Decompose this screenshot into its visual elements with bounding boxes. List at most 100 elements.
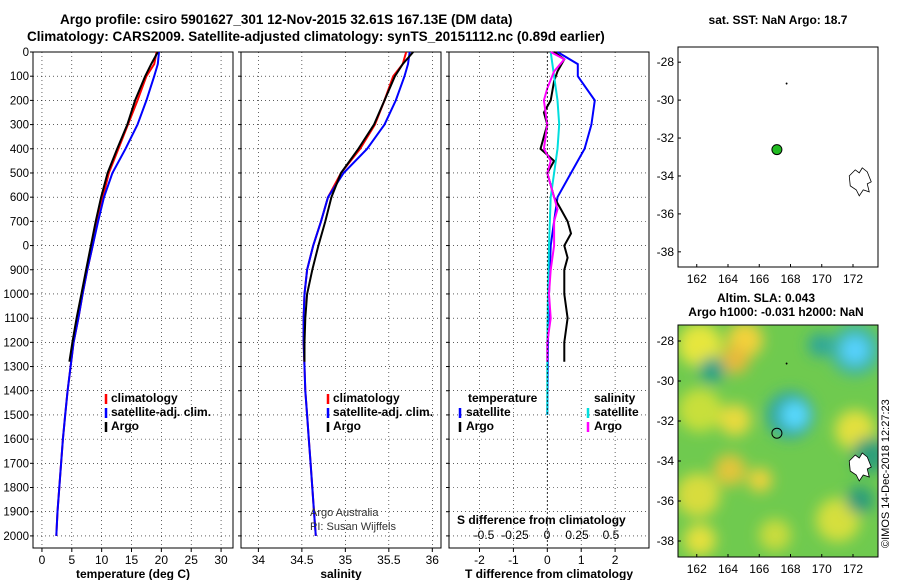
- altimetry-map: 162 164 166 168 170 172 -28 -30 -32 -34 -36 -38 • Alt…: [657, 291, 879, 576]
- temperature-panel: 0 5 10 15 20 25 300100200300400500600700090010…: [3, 47, 234, 580]
- y-tick-label: -34: [657, 169, 675, 183]
- y-tick-label: 600: [10, 192, 29, 204]
- top-tick-label: 0.5: [603, 528, 620, 542]
- y-tick-label: -38: [657, 534, 675, 548]
- sla-blob: [816, 498, 860, 542]
- y-tick-label: 1900: [3, 507, 29, 519]
- sla-blob: [699, 357, 725, 383]
- y-tick-label: -28: [657, 334, 675, 348]
- x-tick-label: 35.5: [377, 553, 401, 567]
- map-frame: [677, 324, 879, 558]
- top-tick-label: -0.25: [501, 528, 529, 542]
- x-tick-label: 30: [214, 553, 228, 567]
- map-frame: [677, 46, 879, 268]
- x-tick-label: 162: [687, 562, 707, 576]
- sla-blob: [781, 401, 809, 429]
- y-tick-label: 0: [23, 241, 29, 253]
- series-line-argo: [68, 51, 159, 362]
- y-tick-label: 2000: [3, 531, 29, 543]
- series-line-argo: [303, 51, 414, 362]
- credit-line-2: PI: Susan Wijffels: [310, 521, 396, 533]
- x-tick-label: 34.5: [290, 553, 314, 567]
- argo-position-marker: [771, 427, 783, 439]
- x-tick-label: 2: [612, 553, 619, 567]
- series-line-satellite-adj-clim-: [302, 51, 411, 536]
- y-tick-label: 0: [23, 47, 29, 59]
- sla-blob: [846, 486, 874, 514]
- x-tick-label: 170: [812, 562, 832, 576]
- argo-position-marker: [771, 144, 783, 156]
- altimetry-map-subtitle: Argo h1000: -0.031 h2000: NaN: [688, 305, 863, 319]
- salinity-panel: 34 34.5 35 35.5 36 salinity climatologysatelli…: [238, 51, 442, 580]
- top-tick-label: 0.25: [565, 528, 589, 542]
- y-tick-label: -32: [657, 131, 675, 145]
- coastline: [848, 452, 872, 482]
- x-tick-label: 25: [185, 553, 199, 567]
- y-tick-label: 1600: [3, 434, 29, 446]
- legend-label: Argo: [466, 419, 494, 433]
- y-tick-label: 1700: [3, 458, 29, 470]
- y-tick-label: 1300: [3, 362, 29, 374]
- y-tick-label: 1800: [3, 483, 29, 495]
- y-tick-label: -34: [657, 454, 675, 468]
- sla-blob: [678, 473, 720, 517]
- legend-heading-temperature: temperature: [468, 391, 538, 405]
- y-tick-label: 400: [10, 144, 29, 156]
- x-tick-label: 1: [578, 553, 585, 567]
- legend-label: climatology: [333, 391, 400, 405]
- x-tick-label: 164: [718, 562, 738, 576]
- x-tick-label: 162: [687, 272, 707, 286]
- y-tick-label: 1100: [4, 313, 29, 325]
- y-tick-label: -32: [657, 414, 675, 428]
- sst-map-title: sat. SST: NaN Argo: 18.7: [709, 13, 848, 27]
- y-tick-label: 1200: [3, 337, 29, 349]
- sla-field: [678, 325, 878, 557]
- legend-label: Argo: [333, 419, 361, 433]
- x-axis-label: salinity: [320, 567, 362, 580]
- y-tick-label: 100: [10, 71, 29, 83]
- difference-panel: -2 -1 0 1 2T difference from climatology temp…: [446, 51, 650, 580]
- legend-label: Argo: [111, 419, 139, 433]
- sst-map: 162 164 166 168 170 172 -28 -30 -32 -34 -36 -38 • sat…: [657, 13, 879, 286]
- legend-label: satellite-adj. clim.: [333, 405, 433, 419]
- series-line-climatology: [302, 51, 408, 536]
- sla-blob: [714, 454, 746, 486]
- top-tick-label: 0: [544, 528, 551, 542]
- series-line-satellite-adj-clim-: [55, 51, 160, 536]
- sla-blob: [719, 404, 751, 436]
- panel-frame: [32, 51, 234, 549]
- y-tick-label: 300: [10, 120, 29, 132]
- y-tick-label: 1500: [3, 410, 29, 422]
- x-tick-label: 168: [780, 562, 800, 576]
- x-tick-label: 20: [155, 553, 169, 567]
- coastline: [848, 167, 872, 197]
- legend-label: climatology: [111, 391, 178, 405]
- top-tick-label: -0.5: [474, 528, 495, 542]
- y-tick-label: -36: [657, 494, 675, 508]
- plot-title-line-1: Argo profile: csiro 5901627_301 12-Nov-2…: [60, 12, 513, 27]
- x-tick-label: -2: [474, 553, 485, 567]
- y-tick-label: 200: [10, 95, 29, 107]
- previous-position-marker: •: [785, 361, 788, 368]
- altimetry-map-title: Altim. SLA: 0.043: [717, 291, 815, 305]
- x-axis-label: T difference from climatology: [465, 567, 633, 580]
- x-tick-label: 0: [544, 553, 551, 567]
- y-tick-label: -30: [657, 374, 675, 388]
- legend-label: satellite: [466, 405, 511, 419]
- sla-blobs: [678, 325, 878, 556]
- y-tick-label: 900: [10, 265, 29, 277]
- x-tick-label: 0: [39, 553, 46, 567]
- x-tick-label: 36: [426, 553, 440, 567]
- top-axis-label: S difference from climatology: [457, 513, 626, 527]
- sla-blob: [721, 346, 749, 374]
- y-tick-label: -36: [657, 207, 675, 221]
- x-tick-label: 166: [749, 562, 769, 576]
- plot-title-line-2: Climatology: CARS2009. Satellite-adjuste…: [27, 29, 605, 44]
- sla-blob: [678, 325, 722, 367]
- x-axis-label: temperature (deg C): [76, 567, 190, 580]
- x-tick-label: 164: [718, 272, 738, 286]
- legend-heading-salinity: salinity: [594, 391, 636, 405]
- x-tick-label: 172: [843, 272, 863, 286]
- sla-blob: [684, 524, 716, 556]
- x-tick-label: 166: [749, 272, 769, 286]
